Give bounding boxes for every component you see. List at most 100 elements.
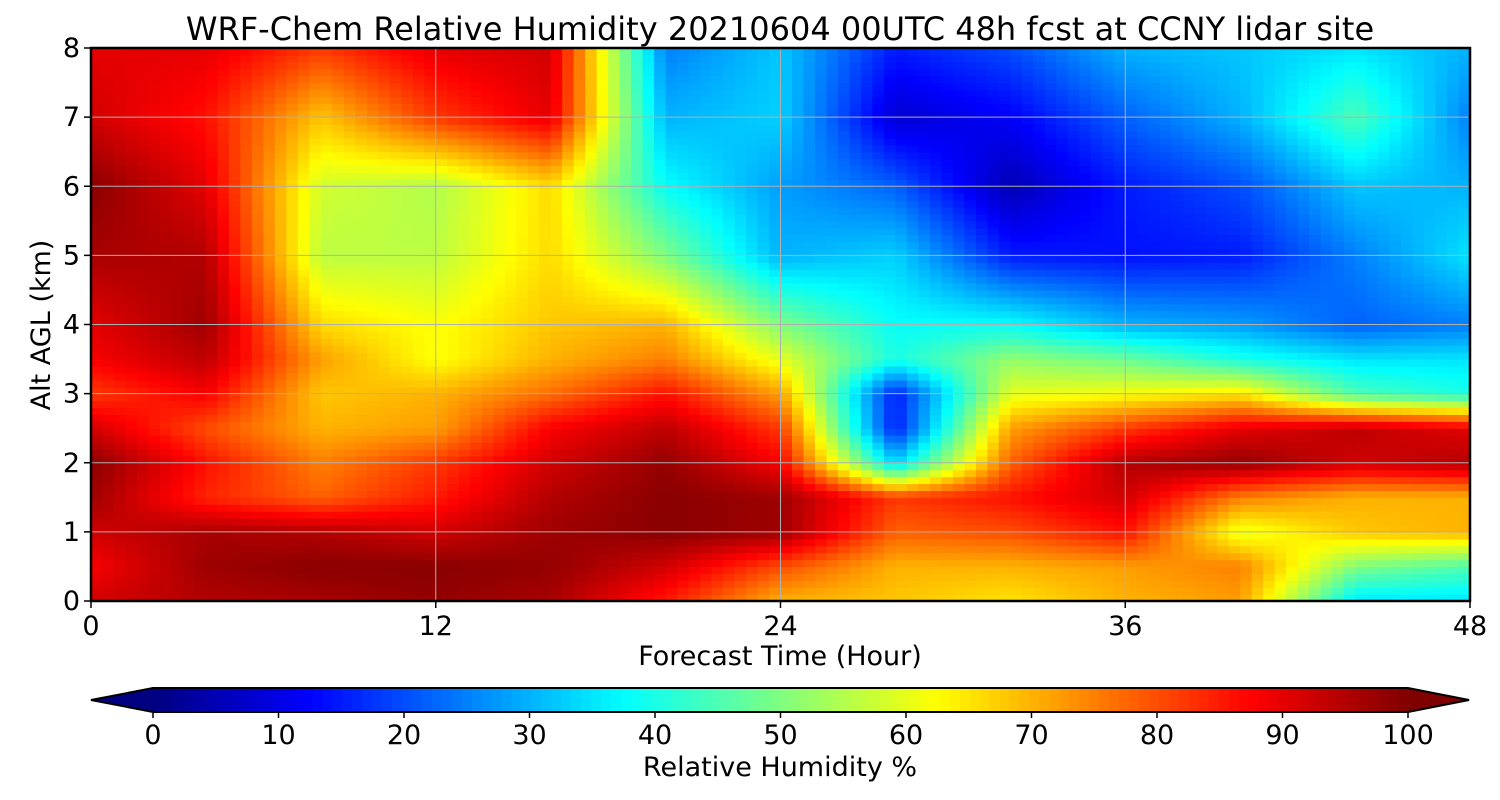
heat-cell — [975, 497, 988, 505]
heat-cell — [1228, 379, 1241, 388]
heat-cell — [251, 462, 264, 471]
heat-cell — [1297, 559, 1310, 568]
heat-cell — [654, 455, 667, 464]
heat-cell — [1125, 594, 1138, 601]
heat-cell — [527, 393, 540, 402]
heat-cell — [964, 587, 977, 595]
heat-cell — [1171, 531, 1184, 540]
heat-cell — [791, 428, 805, 436]
heat-cell — [355, 559, 368, 568]
heat-cell — [1102, 365, 1115, 374]
heat-cell — [539, 386, 552, 395]
heat-cell — [251, 531, 264, 540]
heat-cell — [964, 372, 977, 381]
heat-cell — [1389, 324, 1402, 333]
heat-cell — [102, 490, 115, 498]
heat-cell — [860, 442, 874, 450]
heat-cell — [412, 352, 425, 360]
heat-cell — [1136, 462, 1149, 471]
heat-cell — [435, 428, 448, 436]
heat-cell — [1010, 428, 1023, 436]
heat-cell — [608, 518, 621, 526]
heat-cell — [527, 400, 540, 409]
heat-cell — [573, 442, 586, 450]
heat-cell — [136, 462, 150, 471]
heat-cell — [1136, 331, 1149, 339]
heat-cell — [1274, 359, 1287, 367]
heat-cell — [493, 566, 506, 574]
heat-cell — [159, 428, 173, 436]
heat-cell — [791, 559, 805, 568]
heat-cell — [562, 345, 575, 353]
heat-cell — [1274, 365, 1287, 374]
heat-cell — [975, 324, 988, 333]
heat-cell — [1021, 573, 1034, 581]
heat-cell — [378, 359, 391, 367]
heat-cell — [171, 469, 184, 478]
heat-cell — [539, 559, 552, 568]
heat-cell — [516, 400, 529, 409]
heat-cell — [1343, 476, 1356, 485]
heat-cell — [1332, 511, 1345, 519]
heat-cell — [860, 428, 874, 436]
heat-cell — [171, 442, 184, 450]
heat-cell — [332, 469, 345, 478]
heat-cell — [998, 545, 1011, 554]
heat-cell — [1378, 421, 1391, 429]
heat-cell — [1217, 442, 1230, 450]
heat-cell — [860, 524, 874, 533]
heat-cell — [952, 400, 965, 409]
heat-cell — [952, 448, 965, 457]
heat-cell — [1389, 407, 1402, 415]
heat-cell — [769, 476, 782, 485]
heat-cell — [205, 455, 219, 464]
heat-cell — [1079, 497, 1092, 505]
heat-cell — [791, 566, 805, 574]
heat-cell — [918, 310, 931, 319]
heat-cell — [435, 400, 448, 409]
heat-cell — [1458, 359, 1470, 367]
heat-cell — [1228, 400, 1241, 409]
heat-cell — [125, 511, 138, 519]
heat-cell — [1458, 504, 1470, 512]
heat-cell — [286, 414, 299, 422]
heat-cell — [424, 545, 437, 554]
heat-cell — [378, 428, 391, 436]
heat-cell — [619, 545, 632, 554]
heat-cell — [872, 345, 885, 353]
heat-cell — [1067, 407, 1080, 415]
heat-cell — [343, 359, 356, 367]
heat-cell — [263, 469, 276, 478]
heat-cell — [1136, 483, 1149, 491]
heat-cell — [1148, 538, 1161, 547]
heat-cell — [366, 455, 379, 464]
heat-cell — [883, 518, 897, 526]
heat-cell — [182, 317, 196, 326]
heat-cell — [711, 324, 724, 333]
heat-cell — [148, 504, 161, 512]
heat-cell — [481, 324, 494, 333]
heat-cell — [1389, 345, 1402, 353]
heat-cell — [1217, 372, 1230, 381]
heat-cell — [1309, 462, 1322, 471]
heat-cell — [1102, 428, 1115, 436]
heat-cell — [355, 317, 368, 326]
heat-cell — [631, 538, 644, 547]
heat-cell — [263, 352, 276, 360]
heat-cell — [539, 338, 552, 346]
heat-cell — [435, 538, 448, 547]
heat-cell — [619, 324, 632, 333]
heat-cell — [1355, 435, 1368, 443]
heat-cell — [1343, 580, 1356, 588]
heat-cell — [1010, 414, 1023, 422]
heat-cell — [1044, 559, 1057, 568]
heat-cell — [1240, 455, 1253, 464]
heat-cell — [941, 483, 954, 491]
heat-cell — [401, 435, 414, 443]
heat-cell — [791, 372, 805, 381]
heat-cell — [631, 345, 644, 353]
heat-cell — [1297, 400, 1310, 409]
heat-cell — [780, 594, 793, 601]
heat-cell — [1033, 331, 1046, 339]
heat-cell — [504, 331, 517, 339]
